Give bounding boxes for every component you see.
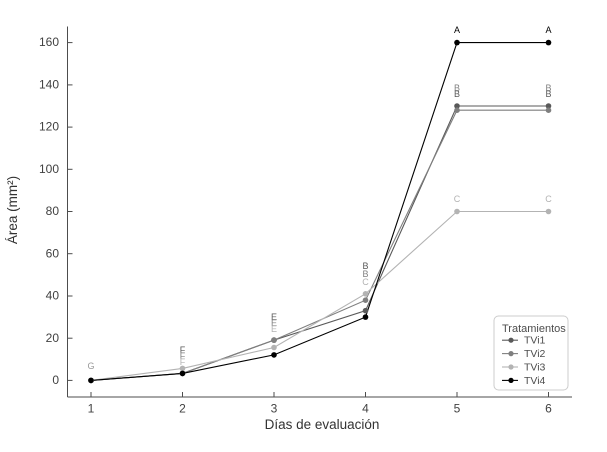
svg-text:C: C — [454, 194, 461, 204]
svg-text:B: B — [454, 89, 460, 99]
svg-text:E: E — [271, 324, 277, 334]
svg-text:C: C — [362, 277, 369, 287]
svg-text:0: 0 — [52, 373, 59, 387]
svg-text:TVi4: TVi4 — [524, 375, 546, 387]
svg-text:B: B — [545, 89, 551, 99]
svg-text:6: 6 — [545, 402, 552, 416]
svg-text:4: 4 — [362, 402, 369, 416]
svg-text:G: G — [87, 361, 94, 371]
svg-text:TVi3: TVi3 — [524, 362, 546, 374]
svg-text:TVi1: TVi1 — [524, 335, 546, 347]
svg-text:Días de evaluación: Días de evaluación — [265, 417, 380, 432]
svg-text:TVi2: TVi2 — [524, 348, 546, 360]
svg-text:2: 2 — [179, 402, 186, 416]
svg-text:A: A — [454, 25, 460, 35]
svg-text:120: 120 — [39, 120, 59, 134]
svg-text:1: 1 — [88, 402, 95, 416]
svg-text:140: 140 — [39, 78, 59, 92]
svg-text:C: C — [545, 194, 552, 204]
svg-text:3: 3 — [271, 402, 278, 416]
svg-text:F: F — [180, 357, 186, 367]
svg-text:Tratamientos: Tratamientos — [502, 323, 566, 335]
svg-text:5: 5 — [454, 402, 461, 416]
svg-text:20: 20 — [46, 331, 60, 345]
svg-text:80: 80 — [46, 204, 60, 218]
svg-text:A: A — [545, 25, 551, 35]
svg-text:40: 40 — [46, 289, 60, 303]
svg-text:60: 60 — [46, 246, 60, 260]
svg-text:Área (mm²): Área (mm²) — [5, 176, 20, 244]
svg-text:160: 160 — [39, 35, 59, 49]
svg-text:100: 100 — [39, 162, 59, 176]
